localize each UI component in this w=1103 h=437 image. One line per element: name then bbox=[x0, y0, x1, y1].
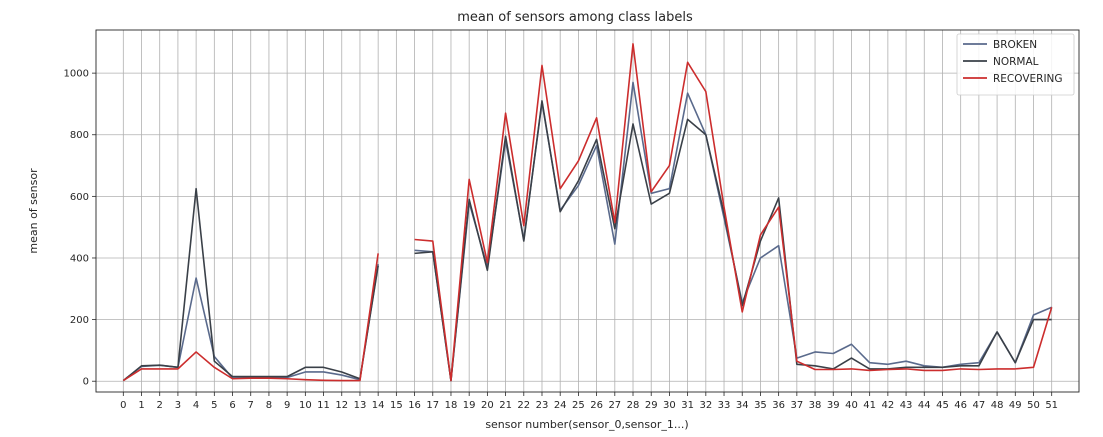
x-tick-label: 4 bbox=[193, 400, 199, 411]
x-tick-label: 50 bbox=[1027, 400, 1040, 411]
x-tick-label: 15 bbox=[390, 400, 403, 411]
y-tick-label: 600 bbox=[70, 192, 89, 203]
x-tick-label: 14 bbox=[372, 400, 385, 411]
x-axis-title: sensor number(sensor_0,sensor_1...) bbox=[485, 418, 688, 431]
x-tick-label: 27 bbox=[608, 400, 621, 411]
x-tick-label: 24 bbox=[554, 400, 567, 411]
x-tick-label: 8 bbox=[266, 400, 272, 411]
legend-label: BROKEN bbox=[993, 39, 1037, 51]
y-tick-label: 800 bbox=[70, 130, 89, 141]
series-lines bbox=[123, 44, 1051, 381]
x-tick-label: 35 bbox=[754, 400, 767, 411]
x-tick-label: 32 bbox=[699, 400, 712, 411]
grid-lines bbox=[96, 30, 1079, 392]
x-tick-label: 7 bbox=[248, 400, 254, 411]
x-tick-label: 40 bbox=[845, 400, 858, 411]
x-tick-label: 45 bbox=[936, 400, 949, 411]
x-tick-label: 48 bbox=[991, 400, 1004, 411]
x-tick-label: 19 bbox=[463, 400, 476, 411]
y-axis-title: mean of sensor bbox=[27, 168, 40, 254]
x-tick-label: 51 bbox=[1045, 400, 1058, 411]
x-tick-label: 26 bbox=[590, 400, 603, 411]
x-tick-label: 10 bbox=[299, 400, 312, 411]
x-tick-label: 21 bbox=[499, 400, 512, 411]
x-tick-label: 13 bbox=[354, 400, 367, 411]
legend-label: NORMAL bbox=[993, 56, 1039, 68]
x-tick-label: 31 bbox=[681, 400, 694, 411]
x-tick-label: 23 bbox=[536, 400, 549, 411]
y-axis-ticks: 0 200 400 600 800 1000 bbox=[64, 69, 96, 388]
x-tick-label: 41 bbox=[863, 400, 876, 411]
y-tick-label: 1000 bbox=[64, 69, 89, 80]
x-tick-label: 34 bbox=[736, 400, 749, 411]
x-tick-label: 20 bbox=[481, 400, 494, 411]
x-tick-label: 22 bbox=[517, 400, 530, 411]
x-tick-label: 49 bbox=[1009, 400, 1022, 411]
chart-title: mean of sensors among class labels bbox=[457, 10, 693, 25]
series-line-normal bbox=[123, 101, 1051, 381]
y-tick-label: 200 bbox=[70, 315, 89, 326]
y-tick-label: 400 bbox=[70, 253, 89, 264]
x-tick-label: 30 bbox=[663, 400, 676, 411]
x-tick-label: 11 bbox=[317, 400, 330, 411]
x-tick-label: 25 bbox=[572, 400, 585, 411]
x-tick-label: 18 bbox=[445, 400, 458, 411]
x-tick-label: 3 bbox=[175, 400, 181, 411]
x-tick-label: 39 bbox=[827, 400, 840, 411]
x-tick-label: 1 bbox=[138, 400, 144, 411]
y-tick-label: 0 bbox=[83, 377, 89, 388]
x-tick-label: 0 bbox=[120, 400, 126, 411]
series-line-recovering bbox=[123, 44, 1051, 381]
x-tick-label: 9 bbox=[284, 400, 290, 411]
x-tick-label: 46 bbox=[954, 400, 967, 411]
x-tick-label: 43 bbox=[900, 400, 913, 411]
x-tick-label: 17 bbox=[426, 400, 439, 411]
legend: BROKEN NORMAL RECOVERING bbox=[957, 34, 1074, 95]
x-tick-label: 29 bbox=[645, 400, 658, 411]
x-tick-label: 47 bbox=[973, 400, 986, 411]
x-axis-ticks: 0 1 2 3 4 5 6 7 8 9 10 11 12 13 14 15 16 17 18 19 20 21 22 23 24… bbox=[120, 392, 1058, 411]
x-tick-label: 16 bbox=[408, 400, 421, 411]
x-tick-label: 6 bbox=[229, 400, 235, 411]
x-tick-label: 5 bbox=[211, 400, 217, 411]
x-tick-label: 44 bbox=[918, 400, 931, 411]
x-tick-label: 33 bbox=[718, 400, 731, 411]
x-tick-label: 2 bbox=[157, 400, 163, 411]
x-tick-label: 28 bbox=[627, 400, 640, 411]
legend-label: RECOVERING bbox=[993, 73, 1063, 85]
x-tick-label: 12 bbox=[335, 400, 348, 411]
plot-frame bbox=[96, 30, 1079, 392]
x-tick-label: 37 bbox=[790, 400, 803, 411]
x-tick-label: 42 bbox=[881, 400, 894, 411]
series-line-broken bbox=[123, 82, 1051, 380]
x-tick-label: 36 bbox=[772, 400, 785, 411]
x-tick-label: 38 bbox=[809, 400, 822, 411]
